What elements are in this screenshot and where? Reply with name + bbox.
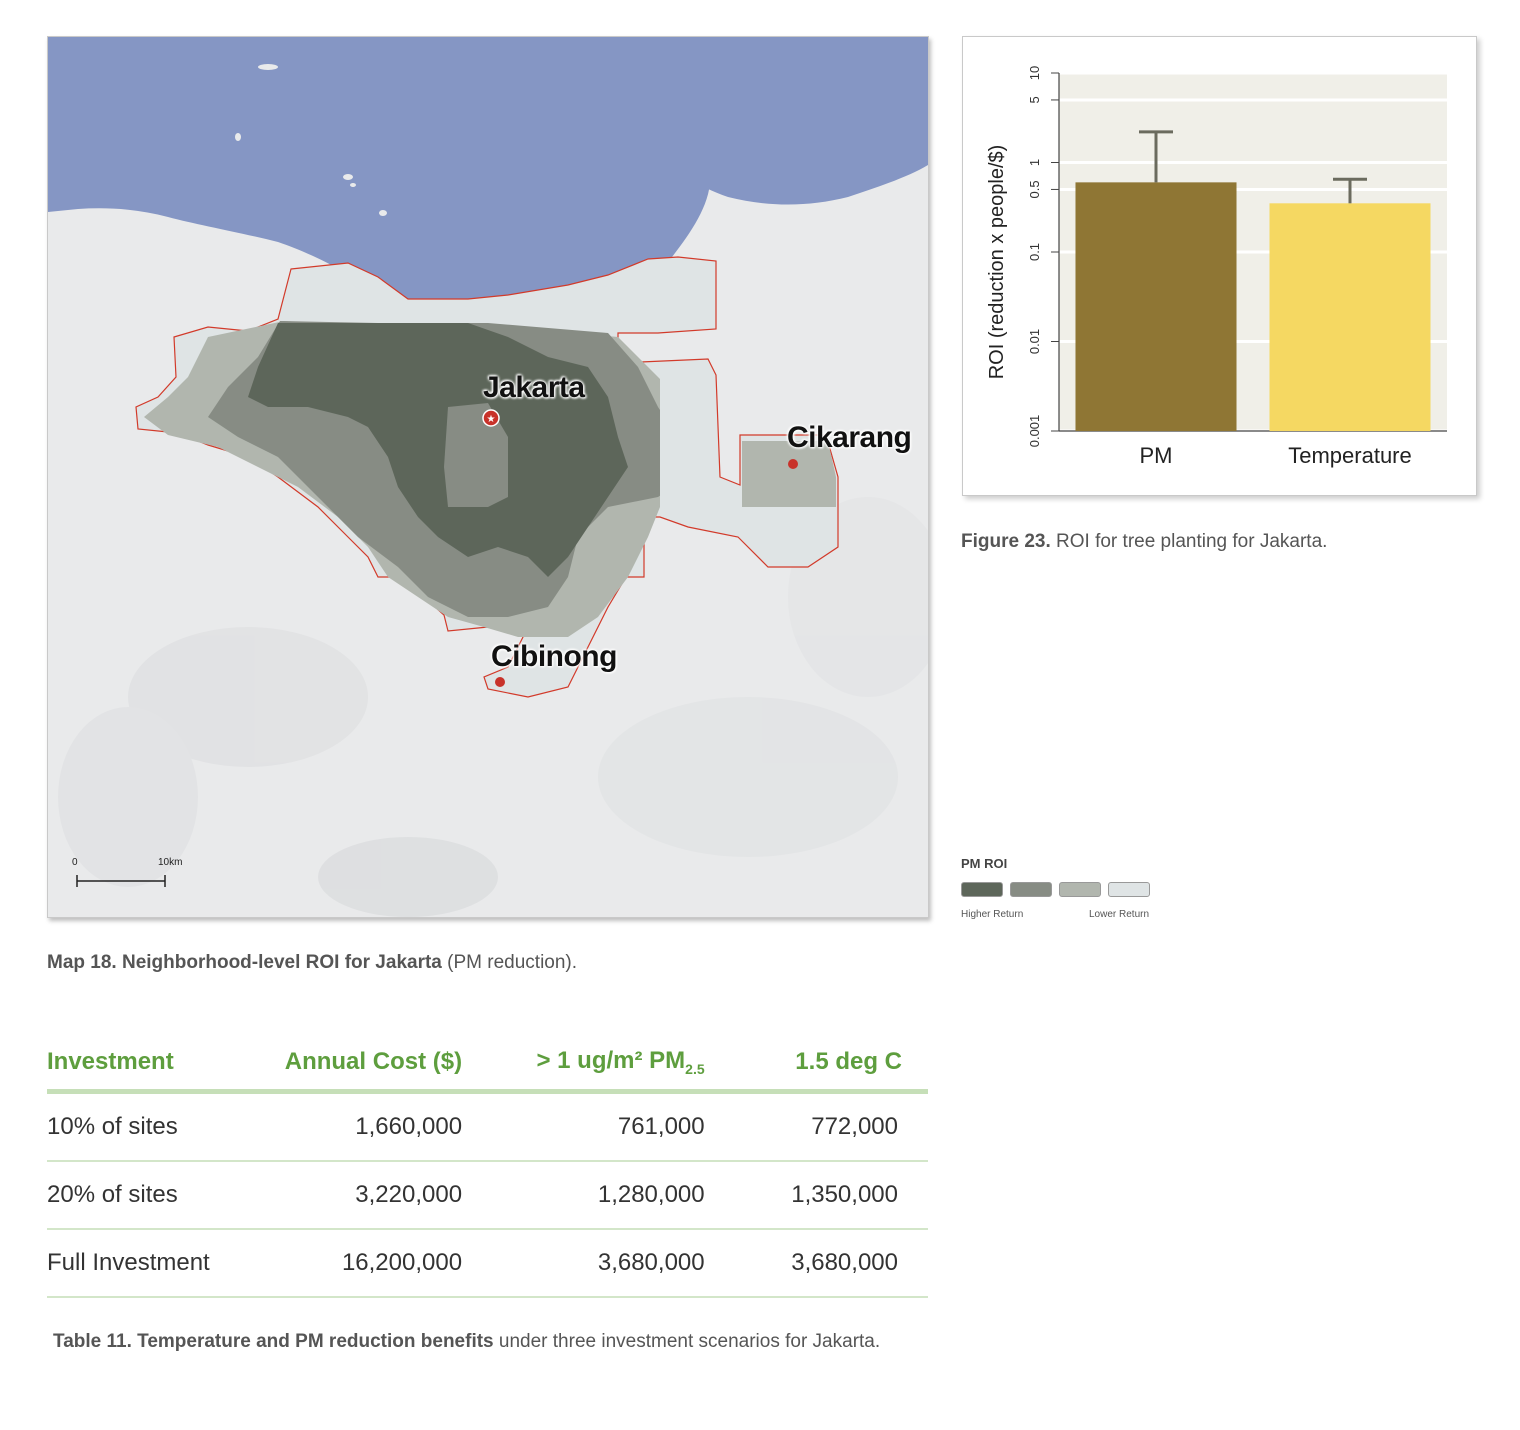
map-caption-text: (PM reduction).	[441, 952, 578, 973]
table-caption-bold: Table 11. Temperature and PM reduction b…	[53, 1331, 494, 1352]
header-pm-subscript: 2.5	[685, 1060, 705, 1077]
roi-zone-inner-medium	[444, 403, 508, 507]
table-header-row: Investment Annual Cost ($) > 1 ug/m² PM2…	[47, 1035, 928, 1094]
cell-pm: 761,000	[462, 1091, 705, 1162]
legend-swatch-1	[961, 882, 1003, 897]
figure-caption-text: ROI for tree planting for Jakarta.	[1050, 531, 1328, 552]
y-tick-label: 0.01	[1027, 329, 1042, 354]
bar-temperature	[1269, 203, 1431, 431]
bar-pm	[1075, 182, 1237, 431]
header-annual-cost: Annual Cost ($)	[241, 1035, 463, 1094]
header-investment: Investment	[47, 1035, 242, 1094]
roi-zone-cikarang	[742, 441, 836, 507]
cibinong-label: Cibinong	[491, 640, 617, 673]
jakarta-label: Jakarta	[483, 371, 585, 404]
cikarang-marker	[788, 459, 798, 469]
scale-bar	[76, 875, 166, 887]
cell-pm: 3,680,000	[462, 1229, 705, 1298]
table-caption: Table 11. Temperature and PM reduction b…	[53, 1331, 880, 1353]
sea	[48, 37, 928, 309]
cell-temperature: 1,350,000	[704, 1161, 928, 1230]
map-graphic: ★	[48, 37, 928, 917]
cell-investment: Full Investment	[47, 1229, 242, 1298]
cell-temperature: 3,680,000	[704, 1229, 928, 1298]
svg-text:★: ★	[487, 414, 496, 425]
figure-caption-bold: Figure 23.	[961, 531, 1051, 552]
y-tick-label: 0.1	[1027, 243, 1042, 261]
legend-title: PM ROI	[961, 856, 1008, 871]
cell-temperature: 772,000	[704, 1091, 928, 1162]
y-tick-label: 10	[1027, 66, 1042, 80]
y-tick-label: 5	[1027, 96, 1042, 103]
cibinong-marker	[495, 677, 505, 687]
chart-svg: 0.001 0.01 0.1 0.5 1 5 10 PM Temperature ROI (red…	[986, 66, 1447, 468]
roi-zone-high	[248, 323, 628, 577]
jakarta-marker: ★	[482, 409, 500, 427]
header-pm-text: > 1 ug/m² PM	[536, 1047, 686, 1075]
roi-map: ★ Jakarta Cikarang Cibinong 0 10km	[47, 36, 929, 918]
x-tick-label: PM	[1140, 443, 1173, 468]
table-row: 10% of sites 1,660,000 761,000 772,000	[47, 1091, 928, 1162]
roi-bar-chart: 0.001 0.01 0.1 0.5 1 5 10 PM Temperature ROI (red…	[962, 36, 1477, 496]
cell-investment: 20% of sites	[47, 1161, 242, 1230]
investment-table: Investment Annual Cost ($) > 1 ug/m² PM2…	[47, 1035, 928, 1298]
y-axis-label: ROI (reduction x people/$)	[986, 145, 1008, 380]
legend-swatch-3	[1059, 882, 1101, 897]
figure-caption: Figure 23. ROI for tree planting for Jak…	[961, 531, 1327, 553]
cell-annual-cost: 16,200,000	[241, 1229, 463, 1298]
cell-investment: 10% of sites	[47, 1091, 242, 1162]
table-row: 20% of sites 3,220,000 1,280,000 1,350,0…	[47, 1161, 928, 1230]
legend-swatch-2	[1010, 882, 1052, 897]
scale-zero-label: 0	[72, 857, 78, 868]
table-row: Full Investment 16,200,000 3,680,000 3,6…	[47, 1229, 928, 1298]
y-tick-label: 0.5	[1027, 180, 1042, 198]
map-caption: Map 18. Neighborhood-level ROI for Jakar…	[47, 952, 577, 974]
header-pm: > 1 ug/m² PM2.5	[462, 1035, 705, 1094]
islands	[235, 64, 387, 216]
legend-lower-label: Lower Return	[1089, 909, 1150, 920]
scale-distance-label: 10km	[158, 857, 183, 868]
cell-pm: 1,280,000	[462, 1161, 705, 1230]
legend-higher-label: Higher Return	[961, 909, 1024, 920]
map-caption-bold: Map 18. Neighborhood-level ROI for Jakar…	[47, 952, 442, 973]
legend-swatch-4	[1108, 882, 1150, 897]
x-tick-label: Temperature	[1288, 443, 1412, 468]
roi-zone-east-strip	[660, 377, 738, 517]
y-tick-label: 0.001	[1027, 415, 1042, 448]
cell-annual-cost: 3,220,000	[241, 1161, 463, 1230]
table-caption-text: under three investment scenarios for Jak…	[493, 1331, 881, 1352]
cikarang-label: Cikarang	[787, 421, 912, 454]
cell-annual-cost: 1,660,000	[241, 1091, 463, 1162]
y-tick-label: 1	[1027, 159, 1042, 166]
header-temperature: 1.5 deg C	[704, 1035, 928, 1094]
